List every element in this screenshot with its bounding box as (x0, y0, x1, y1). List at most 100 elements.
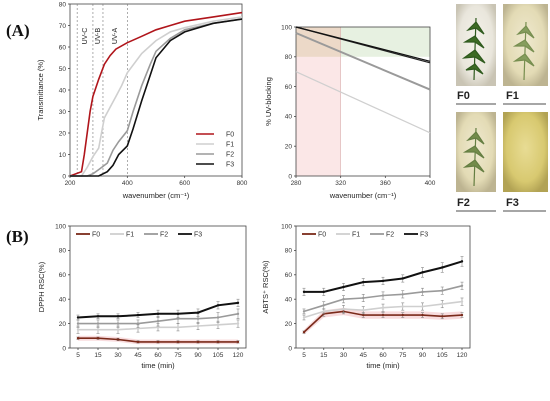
photo-label-f3: F3 (506, 197, 519, 209)
x-tick-label: 200 (65, 180, 76, 187)
data-point-f0 (136, 340, 140, 344)
legend-label-f1: F1 (226, 142, 234, 149)
data-point-f3 (96, 315, 100, 318)
y-tick-label: 50 (59, 66, 67, 73)
y-tick-label: 80 (59, 248, 67, 255)
data-point-f0 (116, 338, 120, 341)
data-point-f3 (342, 285, 345, 289)
y-tick-label: 60 (59, 272, 67, 279)
x-tick-label: 105 (213, 352, 224, 359)
y-tick-label: 20 (59, 321, 67, 328)
x-tick-label: 45 (360, 352, 368, 359)
film-photo-f0 (456, 4, 496, 86)
panel-label-a: (A) (6, 21, 30, 40)
y-tick-label: 100 (281, 223, 292, 230)
data-point-f0 (96, 337, 100, 340)
data-point-f1 (76, 328, 80, 331)
y-tick-label: 0 (288, 345, 292, 352)
data-point-f1 (362, 308, 365, 312)
plot-frame (295, 26, 431, 177)
data-point-f0 (381, 313, 385, 317)
x-tick-label: 5 (76, 352, 80, 359)
legend-label-f3: F3 (226, 162, 234, 169)
data-point-f1 (421, 305, 424, 308)
film-photo-f2 (456, 112, 496, 192)
data-point-f1 (342, 307, 345, 311)
series-line-f1 (295, 71, 431, 134)
data-point-f0 (460, 313, 464, 317)
film-photo-f3 (503, 112, 548, 192)
data-point-f1 (176, 326, 180, 329)
y-tick-label: 20 (59, 130, 67, 137)
data-point-f2 (401, 293, 404, 296)
data-point-f3 (362, 280, 365, 284)
x-tick-label: 30 (340, 352, 348, 359)
series-line-f3 (304, 260, 463, 293)
x-tick-label: 60 (379, 352, 387, 359)
x-tick-label: 320 (335, 180, 346, 187)
y-tick-label: 40 (285, 297, 293, 304)
data-point-f1 (401, 305, 404, 308)
y-tick-label: 0 (62, 345, 66, 352)
region-label-uv-c: UV-C (82, 28, 89, 45)
x-tick-label: 15 (94, 352, 102, 359)
data-point-f3 (116, 315, 120, 318)
series-line-f2 (70, 18, 243, 177)
data-point-f3 (216, 304, 220, 307)
legend-label-f3: F3 (194, 232, 202, 239)
x-tick-label: 90 (419, 352, 427, 359)
data-point-f2 (236, 312, 240, 316)
data-point-f2 (362, 296, 365, 300)
x-tick-label: 15 (320, 352, 328, 359)
data-point-f1 (96, 328, 100, 331)
abts-chart: 5 15 30 45 60 75 90 105 120 0 20 40 60 80 100 time (min… (261, 223, 471, 370)
y-axis-label: DPPH RSC(%) (37, 261, 46, 312)
data-point-f2 (322, 304, 325, 307)
region-label-uv-b: UV-B (95, 28, 102, 45)
data-point-f3 (401, 277, 404, 280)
transmittance-chart: UV-C UV-B UV-A 200 400 600 800 0 10 20 30 40 50 60 70 8… (36, 1, 248, 200)
data-point-f3 (156, 312, 160, 316)
x-tick-label: 600 (179, 180, 190, 187)
series-line-f1 (70, 16, 243, 177)
x-tick-label: 75 (174, 352, 182, 359)
data-point-f2 (421, 290, 424, 294)
data-point-f2 (116, 322, 120, 325)
data-point-f2 (136, 322, 140, 325)
series-line-f3 (70, 18, 243, 177)
data-point-f3 (460, 260, 464, 263)
x-tick-label: 400 (122, 180, 133, 187)
dpph-chart: 5 15 30 45 60 75 90 105 120 0 20 40 60 80 100 time (min… (37, 223, 247, 370)
plot-frame (295, 225, 471, 349)
y-tick-label: 20 (285, 144, 293, 151)
data-point-f1 (156, 326, 160, 329)
data-point-f2 (381, 294, 385, 297)
y-tick-label: 0 (62, 173, 66, 180)
data-point-f2 (156, 319, 160, 323)
y-tick-label: 100 (55, 223, 66, 230)
data-point-f2 (302, 310, 306, 313)
x-tick-label: 800 (237, 180, 248, 187)
film-photo-f1 (503, 4, 548, 86)
x-tick-label: 280 (291, 180, 302, 187)
data-point-f0 (362, 313, 365, 317)
legend-label-f1: F1 (352, 232, 360, 239)
x-tick-label: 5 (302, 352, 306, 359)
y-tick-label: 60 (285, 84, 293, 91)
photo-label-f2: F2 (457, 197, 470, 209)
y-tick-label: 40 (285, 114, 293, 121)
x-axis-label: wavenumber (cm⁻¹) (329, 191, 397, 200)
legend-label-f1: F1 (126, 232, 134, 239)
photo-label-f0: F0 (457, 90, 470, 102)
y-axis-label: ABTS⁺ RSC(%) (261, 260, 270, 314)
y-tick-label: 40 (59, 87, 67, 94)
x-tick-label: 45 (134, 352, 142, 359)
x-tick-label: 120 (457, 352, 468, 359)
data-point-f2 (96, 322, 100, 325)
x-tick-label: 105 (437, 352, 448, 359)
y-tick-label: 40 (59, 297, 67, 304)
data-point-f3 (236, 301, 240, 305)
data-point-f1 (196, 324, 200, 328)
data-point-f0 (176, 340, 180, 344)
leaf-image (462, 127, 485, 187)
